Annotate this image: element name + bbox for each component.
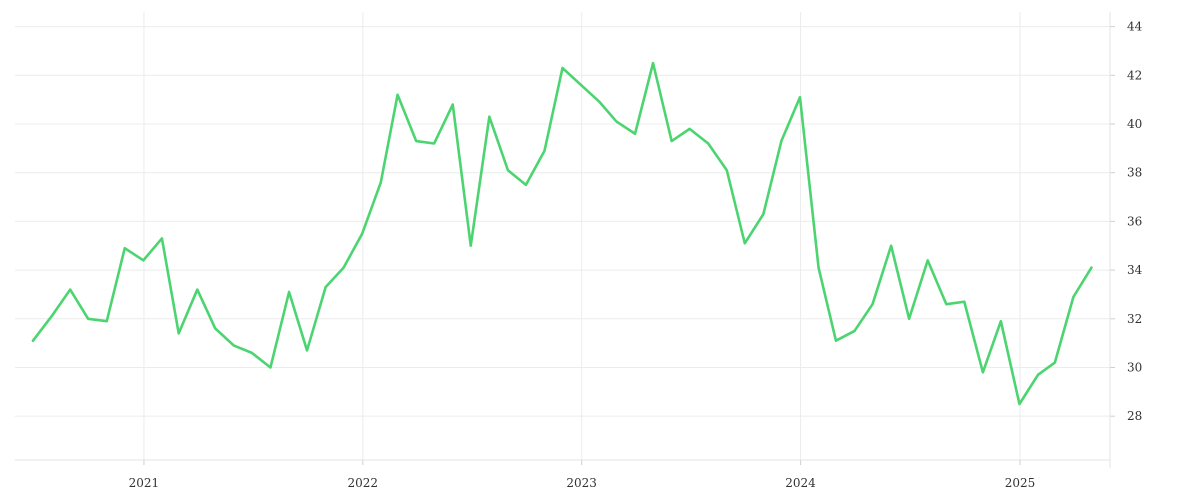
y-tick-label: 34 [1127,263,1143,277]
x-tick-label: 2025 [1005,476,1036,490]
x-tick-label: 2024 [785,476,816,490]
x-tick-label: 2021 [129,476,160,490]
y-tick-label: 42 [1127,68,1142,82]
series-layer [31,61,1093,406]
y-tick-label: 44 [1127,20,1143,34]
x-tick-label: 2022 [348,476,379,490]
y-tick-label: 28 [1127,409,1142,423]
series-line [31,61,1093,406]
y-tick-label: 40 [1127,117,1142,131]
axes [15,12,1115,468]
y-tick-label: 32 [1127,312,1142,326]
y-tick-label: 30 [1127,360,1142,374]
y-tick-label: 38 [1127,166,1142,180]
grid [15,12,1110,460]
y-tick-label: 36 [1127,214,1142,228]
x-tick-label: 2023 [566,476,597,490]
tick-labels: 28 30 32 34 36 38 40 42 44 2021 2022 2023 2024 2025 [129,20,1143,490]
